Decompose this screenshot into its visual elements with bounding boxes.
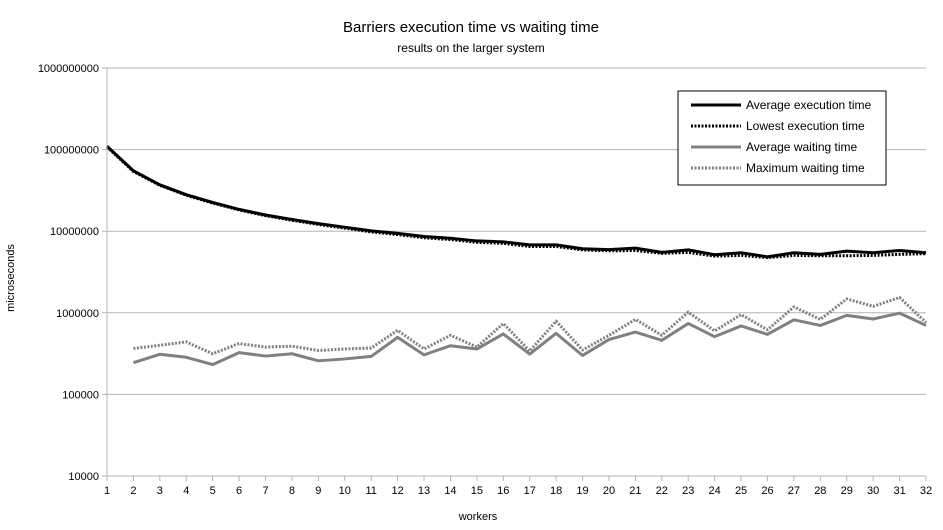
x-tick-label: 13	[418, 485, 430, 497]
x-tick-label: 16	[497, 485, 509, 497]
x-axis-label: workers	[458, 511, 498, 523]
series-line-maximum-waiting-time	[133, 296, 928, 356]
x-tick-label: 10	[339, 485, 351, 497]
x-tick-label: 3	[157, 485, 163, 497]
chart-title: Barriers execution time vs waiting time	[343, 19, 599, 36]
x-tick-label: 14	[444, 485, 456, 497]
y-tick-label: 100000	[62, 389, 99, 401]
x-tick-label: 11	[365, 485, 376, 497]
legend-label: Average execution time	[746, 98, 872, 112]
x-tick-label: 17	[524, 485, 536, 497]
legend-label: Lowest execution time	[746, 119, 865, 133]
x-tick-label: 9	[315, 485, 321, 497]
y-tick-label: 10000	[68, 471, 99, 483]
chart-subtitle: results on the larger system	[397, 41, 544, 55]
y-tick-label: 100000000	[44, 145, 99, 157]
y-tick-label: 1000000000	[38, 63, 99, 75]
legend: Average execution time Lowest execution t…	[677, 90, 887, 186]
x-tick-label: 27	[788, 485, 800, 497]
y-axis-label: microseconds	[5, 244, 17, 312]
y-tick-label: 1000000	[56, 308, 99, 320]
x-tick-label: 26	[761, 485, 773, 497]
x-tick-label: 19	[576, 485, 588, 497]
x-tick-label: 21	[629, 485, 641, 497]
x-tick-label: 7	[262, 485, 268, 497]
x-tick-label: 8	[289, 485, 295, 497]
x-tick-label: 24	[709, 485, 721, 497]
x-tick-label: 32	[920, 485, 932, 497]
x-tick-label: 18	[550, 485, 562, 497]
x-tick-label: 15	[471, 485, 483, 497]
x-tick-label: 31	[893, 485, 905, 497]
x-tick-label: 23	[682, 485, 694, 497]
legend-label: Average waiting time	[746, 140, 857, 154]
legend-label: Maximum waiting time	[746, 161, 865, 175]
x-tick-label: 6	[236, 485, 242, 497]
x-tick-label: 5	[210, 485, 216, 497]
series-lines	[105, 145, 928, 367]
x-tick-label: 29	[841, 485, 853, 497]
y-tick-label: 10000000	[50, 226, 99, 238]
series-line-lowest-execution-time	[105, 145, 927, 260]
x-tick-label: 4	[183, 485, 189, 497]
x-tick-label: 20	[603, 485, 615, 497]
series-line-average-waiting-time	[132, 311, 927, 367]
x-tick-label: 2	[130, 485, 136, 497]
x-tick-label: 1	[104, 485, 110, 497]
x-tick-label: 25	[735, 485, 747, 497]
x-tick-labels: 1 2 3 4 5 6 7 8 9 10 11 12 13 14 15 16 17 18 19 20 21 22 23 24 2…	[104, 485, 932, 497]
x-tick-label: 30	[867, 485, 879, 497]
y-tick-labels: 10000 100000 1000000 10000000 100000000 10000…	[38, 63, 99, 483]
series-line-average-execution-time	[105, 145, 927, 259]
x-tick-label: 22	[656, 485, 668, 497]
x-tick-label: 12	[391, 485, 403, 497]
x-tick-label: 28	[814, 485, 826, 497]
axes	[102, 67, 927, 481]
